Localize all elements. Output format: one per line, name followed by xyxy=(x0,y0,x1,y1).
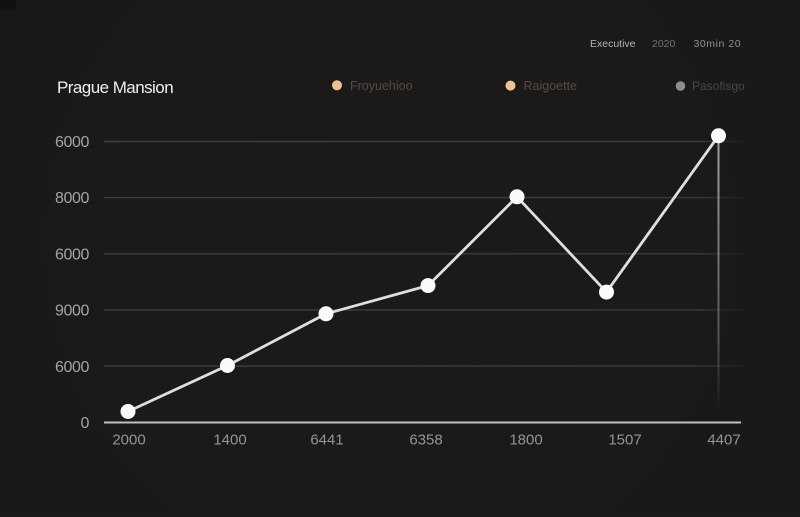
svg-text:6000: 6000 xyxy=(55,246,89,263)
svg-text:Prague Mansion: Prague Mansion xyxy=(57,78,173,97)
svg-text:6000: 6000 xyxy=(55,134,89,151)
svg-text:Raigoette: Raigoette xyxy=(524,79,578,93)
svg-text:1507: 1507 xyxy=(608,432,641,449)
svg-text:30min 20: 30min 20 xyxy=(694,38,742,50)
svg-text:6358: 6358 xyxy=(409,432,442,449)
svg-text:6441: 6441 xyxy=(310,432,343,449)
svg-text:Executive: Executive xyxy=(590,38,636,50)
svg-text:0: 0 xyxy=(81,415,90,432)
svg-text:9000: 9000 xyxy=(55,303,89,320)
svg-text:6000: 6000 xyxy=(55,359,89,376)
svg-text:Froyuehioo: Froyuehioo xyxy=(350,79,413,93)
svg-text:1800: 1800 xyxy=(509,432,542,449)
svg-text:4407: 4407 xyxy=(707,432,740,449)
svg-text:8000: 8000 xyxy=(55,190,89,207)
svg-text:Pasofisgo: Pasofisgo xyxy=(692,79,745,93)
svg-text:1400: 1400 xyxy=(213,432,246,449)
svg-text:2020: 2020 xyxy=(652,38,676,50)
svg-text:2000: 2000 xyxy=(112,432,145,449)
